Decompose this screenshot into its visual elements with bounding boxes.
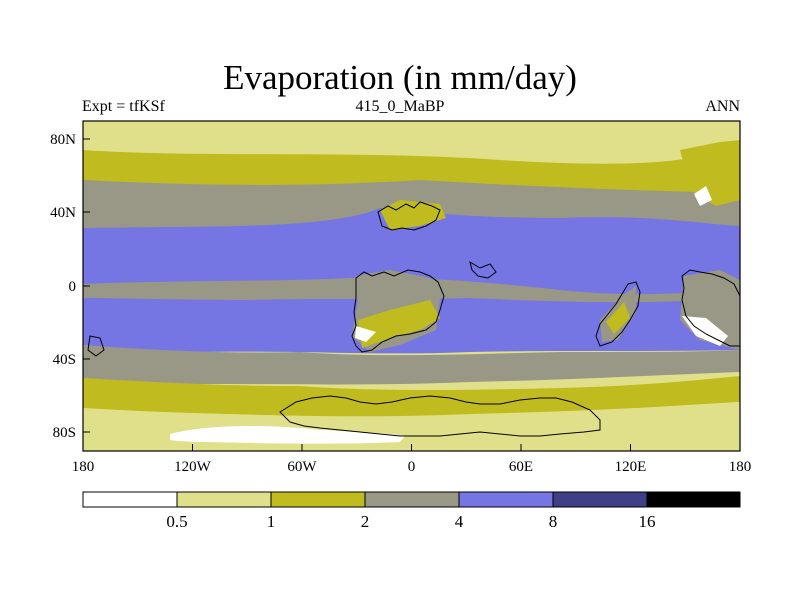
coastline-west-islet [87,335,105,357]
lon-tick-label: 120W [174,459,212,475]
colorbar-label: 8 [549,512,558,531]
coastline-antarctica [279,395,601,437]
band-south-olive [83,376,740,417]
colorbar-bin [270,491,366,508]
antarctic-white-patch [170,426,405,444]
coastline-australia [595,281,641,347]
season-label: ANN [705,98,740,115]
lon-tick-label: 0 [408,459,416,475]
arctic-cap-olive [680,140,740,206]
period-label: 415_0_MaBP [355,98,445,115]
east-landmass-white [682,316,728,346]
axis-ticks [82,138,741,451]
colorbar-label: 0.5 [166,512,187,531]
colorbar-label: 4 [455,512,464,531]
lat-tick-label: 80S [53,425,76,441]
lat-tick-label: 0 [69,279,77,295]
colorbar-bin [176,491,272,508]
coastline-north-islands [377,201,441,231]
lat-tick-label: 80N [50,132,76,148]
arctic-cap-white [694,186,712,206]
plot-title: Evaporation (in mm/day) [223,58,577,97]
coastline-east-landmass [681,269,741,347]
colorbar-bin [552,491,648,508]
lon-tick-label: 60W [287,459,317,475]
colorbar-label: 1 [267,512,276,531]
lon-tick-label: 60E [509,459,533,475]
colorbar-label: 2 [361,512,370,531]
lon-tick-label: 180 [72,459,95,475]
band-south-grey [83,345,740,385]
colorbar-label: 16 [639,512,656,531]
africa-olive [358,300,440,348]
coastline-small-island [469,260,497,279]
colorbar [82,491,741,508]
contour-field [83,121,740,451]
colorbar-bin [458,491,554,508]
lon-tick-label: 180 [729,459,752,475]
colorbar-bin [82,491,178,508]
north-islands-olive [380,200,446,230]
australia-olive [606,302,630,334]
colorbar-bin [646,491,741,508]
coastlines [87,201,741,437]
experiment-label: Expt = tfKSf [82,98,165,115]
lat-tick-label: 40N [50,205,76,221]
coastline-africa [351,269,445,353]
africa-white [355,326,376,342]
colorbar-bin [364,491,460,508]
lat-tick-label: 40S [53,352,76,368]
lon-tick-label: 120E [615,459,647,475]
